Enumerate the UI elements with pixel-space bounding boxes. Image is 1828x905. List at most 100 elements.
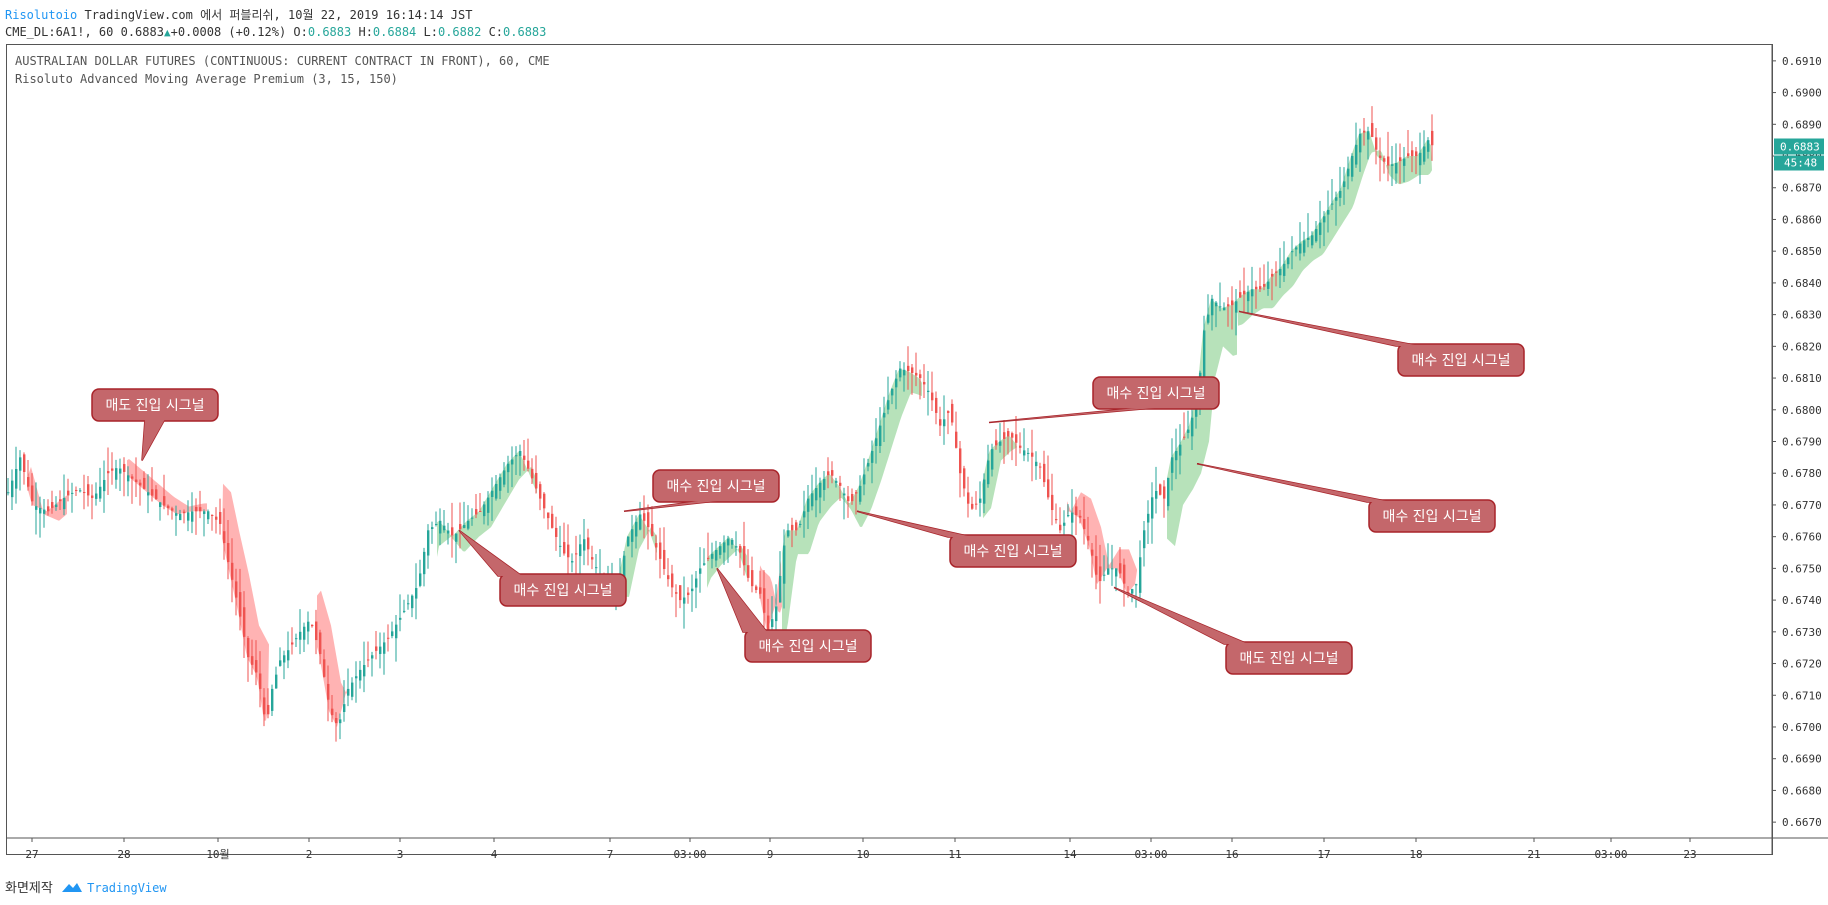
candle-body <box>1203 330 1206 383</box>
candle-body <box>1279 268 1282 276</box>
candle-body <box>191 511 194 522</box>
candle-body <box>251 656 254 665</box>
time-tick-label: 7 <box>607 848 614 861</box>
signal-callout-text: 매도 진입 시그널 <box>1239 651 1338 667</box>
candle-body <box>1359 133 1362 153</box>
candle-body <box>475 509 478 515</box>
candle-body <box>951 403 954 423</box>
candle-body <box>463 525 466 528</box>
signal-callout-text: 매수 진입 시그널 <box>513 583 612 599</box>
candle-body <box>1383 158 1386 162</box>
price-tick-label: 0.6910 <box>1782 55 1822 68</box>
candle-body <box>883 412 886 418</box>
candle-body <box>219 512 222 524</box>
candle-body <box>643 513 646 521</box>
price-tick-label: 0.6850 <box>1782 245 1822 258</box>
candle-body <box>1375 137 1378 150</box>
price-tick-label: 0.6680 <box>1782 784 1822 797</box>
candle-body <box>907 365 910 372</box>
candle-body <box>371 655 374 659</box>
candle-body <box>1407 153 1410 157</box>
candle-body <box>695 578 698 588</box>
candle-body <box>147 492 150 496</box>
price-tick-label: 0.6760 <box>1782 531 1822 544</box>
candle-body <box>723 542 726 553</box>
candle-body <box>823 478 826 490</box>
footer-label: 화면제작 <box>5 881 53 896</box>
candle-body <box>687 592 690 596</box>
time-tick-label: 4 <box>491 848 498 861</box>
signal-callout-text: 매수 진입 시그널 <box>1106 386 1205 402</box>
last-price-value: 0.6883 <box>1780 141 1820 154</box>
candle-body <box>1035 461 1038 467</box>
time-tick-label: 14 <box>1063 848 1077 861</box>
candle-body <box>839 482 842 486</box>
candle-body <box>491 490 494 498</box>
time-tick-label: 11 <box>948 848 961 861</box>
candle-body <box>771 619 774 628</box>
candle-body <box>495 484 498 499</box>
price-tick-label: 0.6810 <box>1782 372 1822 385</box>
candle-body <box>1259 286 1262 290</box>
candle-body <box>835 480 838 483</box>
signal-callout: 매수 진입 시그널 <box>988 376 1220 424</box>
candle-body <box>803 511 806 518</box>
ma-ribbon <box>317 590 347 727</box>
candle-body <box>843 493 846 496</box>
candle-body <box>639 514 642 530</box>
candle-body <box>1115 568 1118 577</box>
publisher-link[interactable]: Risolutoio <box>5 8 78 22</box>
candle-body <box>1347 168 1350 177</box>
candle-body <box>559 545 562 547</box>
candle-body <box>199 507 202 512</box>
ma-ribbon <box>1237 130 1432 326</box>
time-tick-label: 27 <box>25 848 38 861</box>
candle-body <box>99 486 102 499</box>
up-triangle-icon: ▲ <box>163 26 171 39</box>
price-tick-label: 0.6730 <box>1782 626 1822 639</box>
candle-body <box>71 492 74 494</box>
candle-body <box>123 464 126 472</box>
candle-body <box>983 479 986 504</box>
candle-body <box>247 638 250 658</box>
time-tick-label: 16 <box>1225 848 1238 861</box>
candle-body <box>791 524 794 531</box>
candle-body <box>419 573 422 586</box>
candle-body <box>747 565 750 578</box>
ma-ribbon <box>707 536 747 589</box>
candle-body <box>503 470 506 485</box>
candle-body <box>779 575 782 603</box>
candle-body <box>1379 155 1382 158</box>
candle-body <box>279 660 282 666</box>
candle-body <box>1183 436 1186 438</box>
candle-body <box>1151 497 1154 519</box>
candle-body <box>623 555 626 584</box>
candle-body <box>999 441 1002 446</box>
candle-body <box>551 513 554 528</box>
candle-body <box>175 513 178 516</box>
tradingview-logo-icon <box>61 883 82 892</box>
candle-body <box>1235 301 1238 313</box>
candle-body <box>215 516 218 520</box>
candle-body <box>1027 452 1030 454</box>
candle-body <box>235 581 238 598</box>
footer-brand[interactable]: TradingView <box>87 881 167 895</box>
price-tick-label: 0.6700 <box>1782 721 1822 734</box>
candle-body <box>207 511 210 520</box>
candle-body <box>1299 243 1302 254</box>
candle-body <box>1283 263 1286 276</box>
candle-body <box>847 496 850 502</box>
candle-body <box>895 378 898 388</box>
candle-body <box>159 502 162 507</box>
candle-body <box>127 475 130 482</box>
candle-body <box>683 597 686 604</box>
candle-body <box>1387 156 1390 166</box>
symbol-line: CME_DL:6A1!, 60 0.6883▲+0.0008 (+0.12%) … <box>5 25 546 39</box>
candle-body <box>915 372 918 376</box>
price-tick-label: 0.6670 <box>1782 816 1822 829</box>
candle-body <box>731 539 734 545</box>
candle-body <box>1099 566 1102 582</box>
ma-ribbon <box>982 435 1017 519</box>
candle-body <box>995 440 998 446</box>
